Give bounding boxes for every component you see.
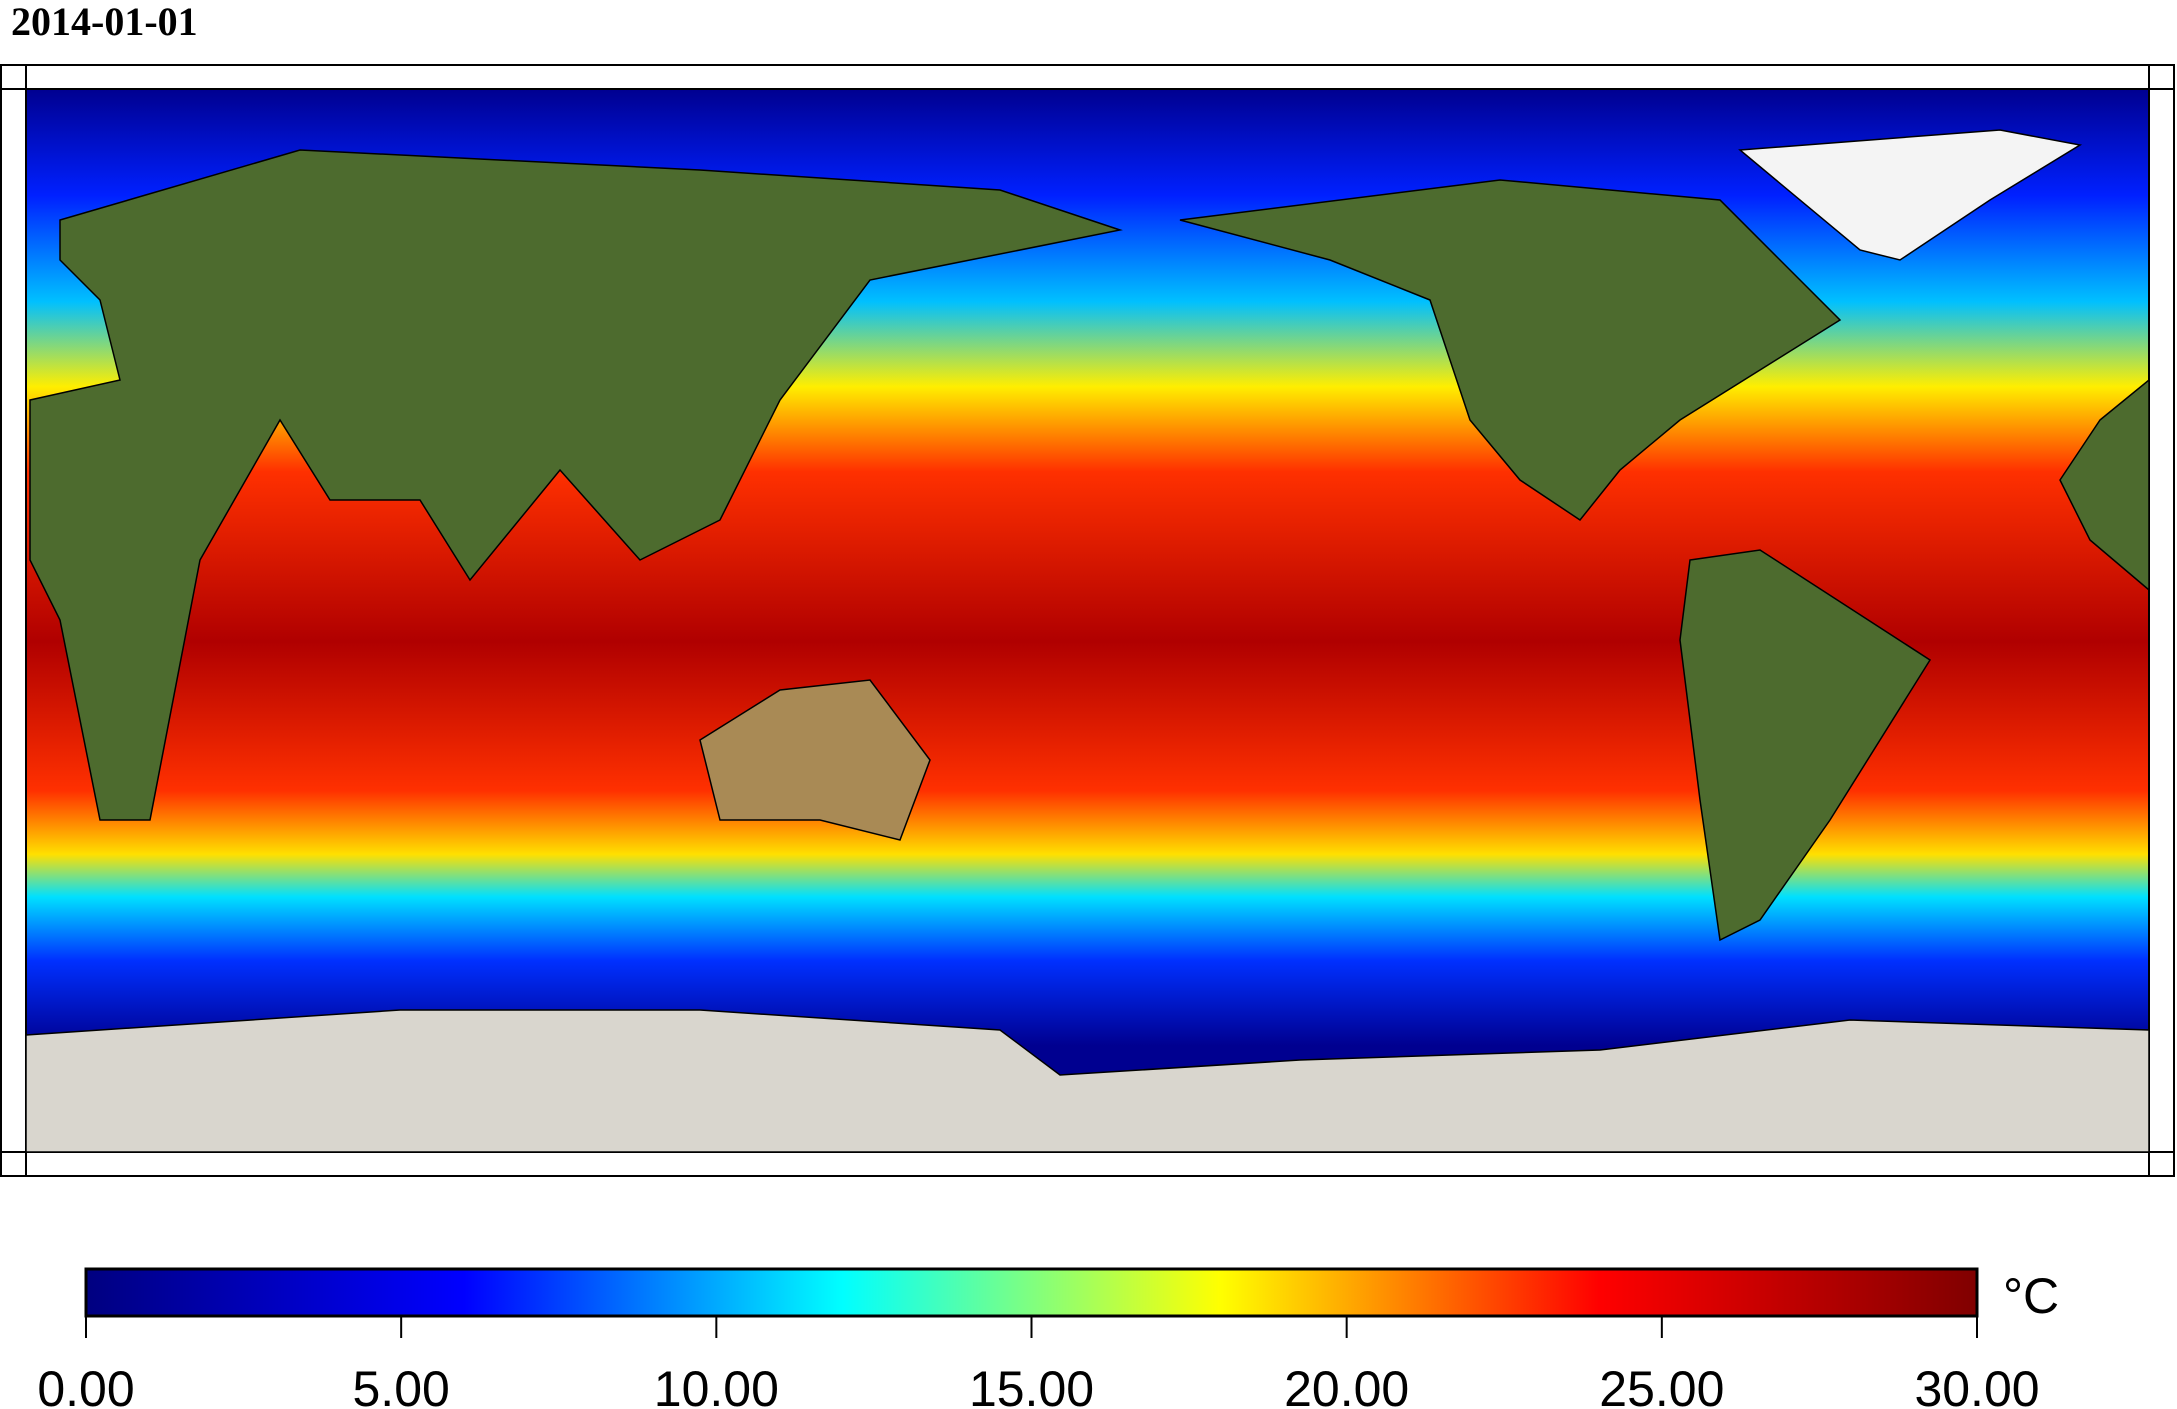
tick-label: 10.00 xyxy=(654,1361,779,1409)
tick-label: 0.00 xyxy=(37,1361,134,1409)
tick-label: 25.00 xyxy=(1599,1361,1724,1409)
tick-label: 30.00 xyxy=(1914,1361,2039,1409)
tick-label: 20.00 xyxy=(1284,1361,1409,1409)
unit-label: °C xyxy=(2003,1268,2059,1324)
map-title: 2014-01-01 xyxy=(11,0,198,44)
colorbar: 0.00 5.00 10.00 15.00 20.00 25.00 30.00 °C xyxy=(37,1267,2059,1409)
tick-label: 5.00 xyxy=(353,1361,450,1409)
tick-label: 15.00 xyxy=(969,1361,1094,1409)
colorbar-scale xyxy=(84,1267,1979,1318)
map xyxy=(0,64,2175,1177)
